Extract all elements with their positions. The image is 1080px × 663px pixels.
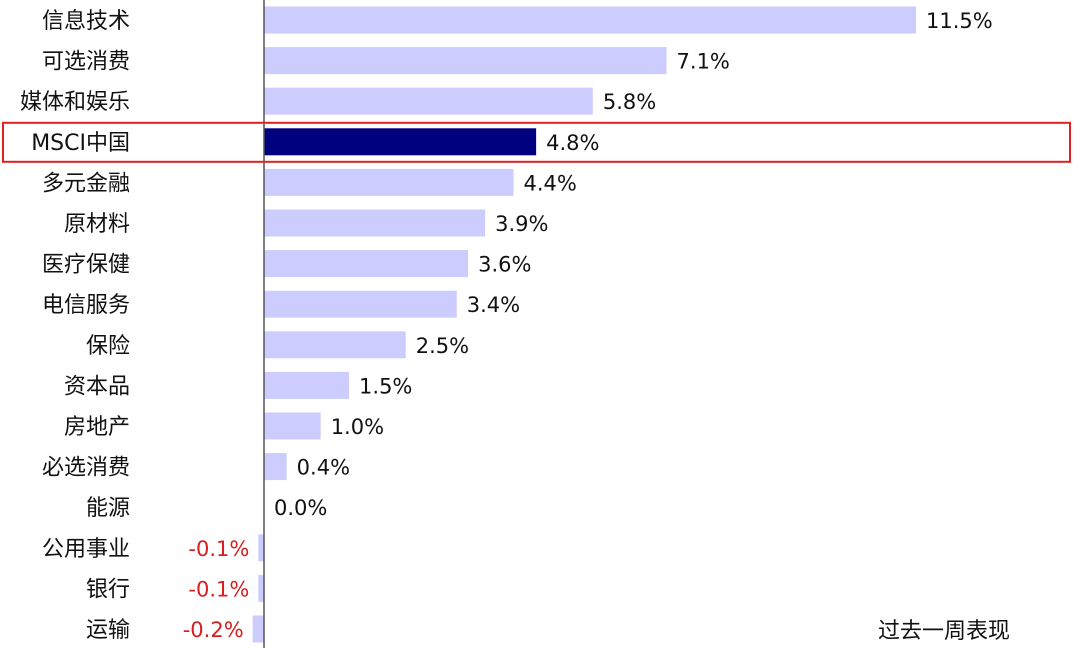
- bars-group: [252, 6, 916, 643]
- bar-11: [264, 453, 287, 481]
- value-labels-group: 11.5% 7.1% 5.8%4.8% 4.4% 3.9% 3.6% 3.4% 2.5%1.5…: [183, 9, 993, 642]
- chart-caption: 过去一周表现: [878, 619, 1010, 644]
- bar-13: [258, 534, 264, 562]
- highlight-box: [2, 121, 1071, 163]
- bar-14: [258, 574, 264, 602]
- category-label: 医疗保健: [42, 253, 130, 278]
- bar-6: [264, 250, 469, 278]
- value-label: -0.1%: [188, 577, 249, 601]
- bar-5: [264, 209, 486, 237]
- value-label: -0.1%: [188, 537, 249, 561]
- category-label: 原材料: [64, 212, 130, 237]
- category-label: 电信服务: [42, 293, 130, 318]
- value-label: 4.4%: [523, 171, 576, 195]
- category-label: 媒体和娱乐: [20, 90, 130, 115]
- value-label: 3.6%: [478, 253, 531, 277]
- value-label: 3.9%: [495, 212, 548, 236]
- value-label: 4.8%: [546, 131, 599, 155]
- bar-15: [252, 615, 264, 643]
- bar-2: [264, 87, 593, 115]
- value-label: -0.2%: [183, 618, 244, 642]
- value-label: 11.5%: [926, 9, 993, 33]
- value-label: 0.0%: [274, 496, 327, 520]
- category-label: 资本品: [64, 374, 130, 399]
- bar-10: [264, 412, 321, 440]
- bar-1: [264, 47, 667, 75]
- bar-7: [264, 290, 457, 318]
- bar-9: [264, 371, 350, 399]
- category-label: 能源: [86, 496, 130, 521]
- category-label: 银行: [86, 577, 130, 602]
- category-label: 信息技术: [42, 9, 130, 34]
- value-label: 2.5%: [416, 334, 469, 358]
- category-label: 公用事业: [42, 537, 130, 562]
- value-label: 1.5%: [359, 374, 412, 398]
- bar-8: [264, 331, 406, 359]
- category-label: 可选消费: [42, 50, 130, 75]
- category-label: 保险: [86, 334, 130, 359]
- category-label: 运输: [86, 618, 130, 643]
- value-label: 3.4%: [467, 293, 520, 317]
- bar-0: [264, 6, 916, 34]
- bar-3: [264, 128, 537, 156]
- value-label: 0.4%: [297, 456, 350, 480]
- value-label: 1.0%: [331, 415, 384, 439]
- category-label: MSCI中国: [31, 131, 130, 156]
- category-label: 必选消费: [42, 456, 130, 481]
- value-label: 5.8%: [603, 90, 656, 114]
- bar-4: [264, 168, 514, 196]
- category-label: 多元金融: [42, 171, 130, 196]
- value-label: 7.1%: [677, 50, 730, 74]
- category-label: 房地产: [64, 415, 130, 440]
